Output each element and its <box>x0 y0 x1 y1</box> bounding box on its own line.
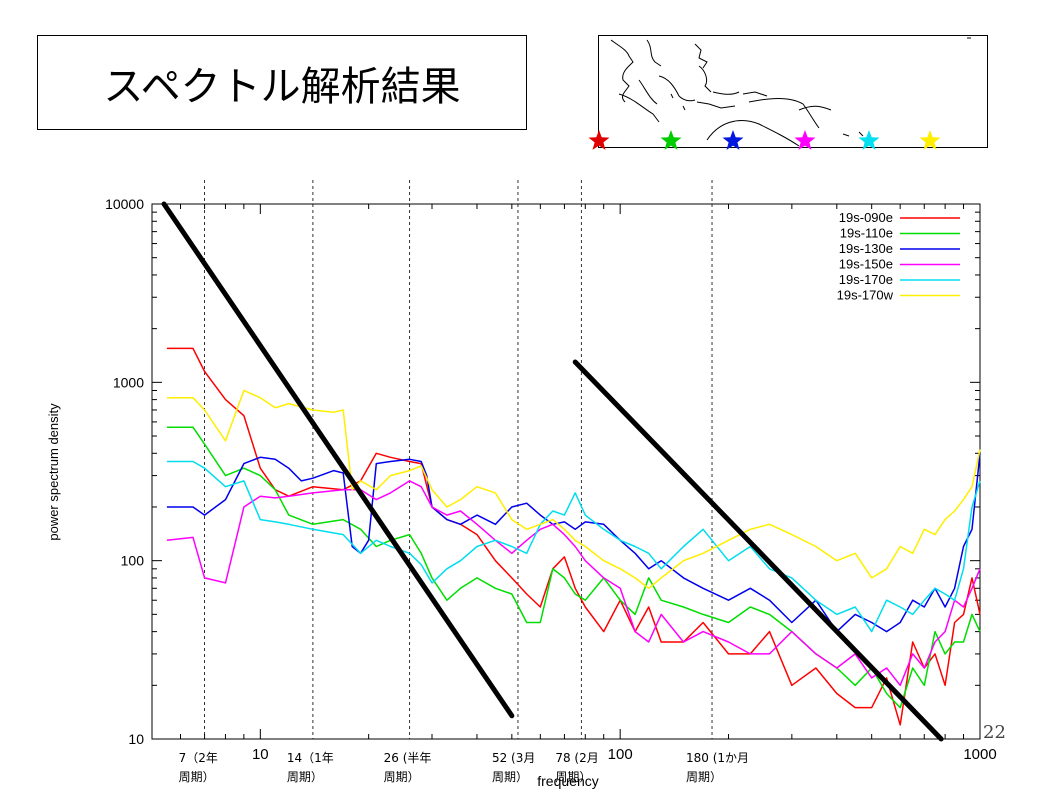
legend-label: 19s-110e <box>840 226 893 241</box>
series-line-19s-150e <box>166 480 981 687</box>
x-tick-label: 10 <box>252 746 269 763</box>
legend-label: 19s-170w <box>837 288 894 303</box>
x-tick-label: 100 <box>608 746 633 763</box>
low-frequency-slope-line <box>161 201 515 719</box>
period-marker-label: 周期） <box>179 770 215 784</box>
period-marker-label: 周期） <box>287 770 323 784</box>
period-marker-label: 周期） <box>686 770 722 784</box>
slide-title-box: スペクトル解析結果 <box>37 35 527 130</box>
period-marker-label: 7（2年 <box>179 751 218 765</box>
series-line-19s-110e <box>166 426 981 709</box>
legend-label: 19s-170e <box>839 272 893 287</box>
legend-label: 19s-150e <box>839 257 893 272</box>
y-tick-label: 100 <box>121 553 145 569</box>
legend-label: 19s-130e <box>839 241 893 256</box>
period-marker-label: 周期） <box>492 770 528 784</box>
legend-label: 19s-090e <box>839 210 893 225</box>
period-marker-label: 26 (半年 <box>384 751 432 765</box>
period-marker-label: 52 (3月 <box>492 751 535 765</box>
period-marker-label: 14（1年 <box>287 751 334 765</box>
x-tick-label: 1000 <box>963 746 996 763</box>
plot-frame <box>151 203 981 740</box>
y-tick-label: 10 <box>128 731 144 747</box>
series-line-19s-170e <box>166 460 981 633</box>
x-axis-label: frequency <box>537 773 598 789</box>
period-marker-label: 78 (2月 <box>555 751 598 765</box>
slide-page-number: 22 <box>983 722 1006 743</box>
y-tick-label: 1000 <box>113 374 144 390</box>
slide-title: スペクトル解析結果 <box>103 63 461 110</box>
period-marker-label: 180 (1か月 <box>686 751 749 765</box>
period-marker-label: 周期） <box>384 770 420 784</box>
region-map <box>598 35 988 148</box>
period-marker-label: 周期） <box>555 770 591 784</box>
high-frequency-slope-line <box>572 359 944 742</box>
series-line-19s-170w <box>166 389 981 590</box>
series-line-19s-090e <box>166 347 981 726</box>
y-tick-label: 10000 <box>105 196 144 212</box>
y-axis-label: power spectrum density <box>46 403 61 541</box>
series-line-19s-130e <box>166 453 981 633</box>
